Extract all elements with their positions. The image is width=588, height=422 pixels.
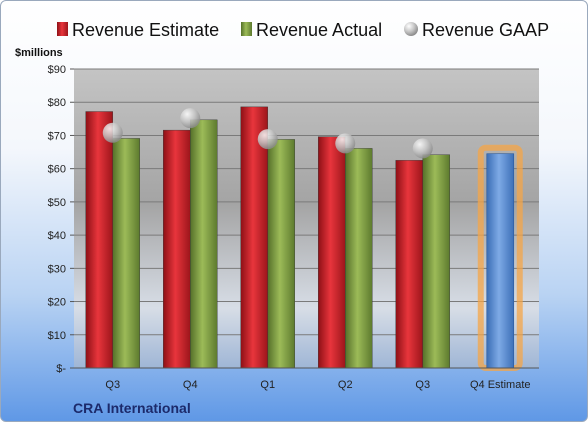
bar-revenue-actual bbox=[190, 119, 218, 369]
x-tick-label: Q4 bbox=[183, 379, 198, 391]
x-tick-label: Q4 Estimate bbox=[470, 379, 531, 391]
bar-revenue-actual bbox=[267, 139, 295, 369]
legend-label-actual: Revenue Actual bbox=[256, 20, 382, 40]
x-tick-label: Q3 bbox=[415, 379, 430, 391]
legend-swatch-estimate bbox=[57, 22, 68, 36]
y-axis-unit-label: $millions bbox=[15, 47, 63, 59]
y-tick-label: $70 bbox=[48, 130, 66, 142]
bars bbox=[85, 106, 523, 371]
y-tick-label: $10 bbox=[48, 330, 66, 342]
bar-revenue-estimate bbox=[318, 136, 346, 369]
bar-revenue-estimate bbox=[240, 106, 268, 369]
gaap-points bbox=[102, 108, 433, 159]
y-tick-label: $- bbox=[56, 363, 66, 375]
point-revenue-gaap bbox=[180, 108, 201, 129]
x-tick-label: Q1 bbox=[260, 379, 275, 391]
point-revenue-gaap bbox=[102, 122, 123, 143]
bar-revenue-estimate bbox=[85, 111, 113, 369]
x-tick-label: Q2 bbox=[338, 379, 353, 391]
point-revenue-gaap bbox=[412, 138, 433, 159]
legend-label-gaap: Revenue GAAP bbox=[422, 20, 549, 40]
y-tick-label: $90 bbox=[48, 64, 66, 76]
y-tick-label: $60 bbox=[48, 164, 66, 176]
y-tick-label: $40 bbox=[48, 230, 66, 242]
y-tick-label: $80 bbox=[48, 97, 66, 109]
legend-swatch-gaap bbox=[404, 22, 418, 36]
y-axis-ticks: $- $10 $20 $30 $40 $50 $60 $70 $80 $90 bbox=[48, 64, 74, 375]
bar-revenue-actual bbox=[422, 154, 450, 369]
y-tick-label: $30 bbox=[48, 263, 66, 275]
company-name: CRA International bbox=[73, 400, 191, 416]
bar-revenue-estimate bbox=[395, 160, 423, 369]
legend-label-estimate: Revenue Estimate bbox=[72, 20, 219, 40]
legend-swatch-actual bbox=[241, 22, 252, 36]
bar-revenue-actual bbox=[112, 138, 140, 369]
y-tick-label: $20 bbox=[48, 297, 66, 309]
point-revenue-gaap bbox=[257, 129, 278, 150]
y-tick-label: $50 bbox=[48, 197, 66, 209]
x-axis-ticks: Q3 Q4 Q1 Q2 Q3 Q4 Estimate bbox=[105, 379, 530, 391]
bar-revenue-actual bbox=[345, 148, 373, 369]
bar-q4-estimate bbox=[486, 153, 515, 369]
plot-area bbox=[74, 69, 539, 368]
bar-revenue-estimate bbox=[163, 129, 191, 369]
legend: Revenue Estimate Revenue Actual Revenue … bbox=[57, 20, 549, 40]
point-revenue-gaap bbox=[335, 133, 356, 154]
gridlines bbox=[74, 68, 539, 369]
x-tick-label: Q3 bbox=[105, 379, 120, 391]
